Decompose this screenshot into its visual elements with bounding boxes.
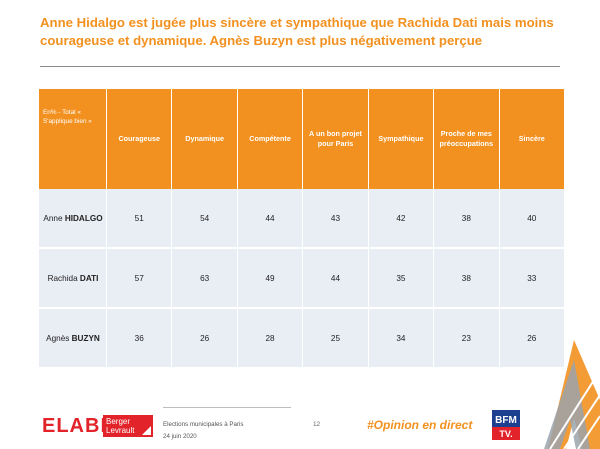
column-header: Sincère <box>499 89 566 189</box>
column-header: Courageuse <box>106 89 173 189</box>
slide-title: Anne Hidalgo est jugée plus sincère et s… <box>40 15 554 48</box>
table-cell: 26 <box>171 307 238 367</box>
table-cell: 38 <box>433 247 500 308</box>
bfm-logo-bottom: TV. <box>499 429 512 439</box>
table-cell: 42 <box>368 189 435 248</box>
table-cell: 33 <box>499 247 566 308</box>
column-header: Proche de mes préoccupations <box>433 89 500 189</box>
footer-caption: Elections municipales à Paris 24 juin 20… <box>163 419 243 443</box>
table-cell: 38 <box>433 189 500 248</box>
bfm-tv-logo: BFM TV. <box>492 410 520 440</box>
hashtag: #Opinion en direct <box>367 418 473 432</box>
corner-label: En% - Total « S'applique bien » <box>39 89 107 189</box>
row-last-name: DATI <box>79 273 99 283</box>
bfm-logo-top: BFM <box>495 415 517 426</box>
table-cell: 57 <box>106 247 173 308</box>
table-cell: 28 <box>237 307 304 367</box>
table-cell: 40 <box>499 189 566 248</box>
elabe-logo: ELABE <box>42 415 115 438</box>
page-number: 12 <box>313 421 321 428</box>
berger-levrault-logo: Berger Levrault <box>103 415 153 437</box>
table-cell: 51 <box>106 189 173 248</box>
column-header: Sympathique <box>368 89 435 189</box>
elabe-logo-text: ELABE <box>42 415 115 437</box>
row-label: Anne HIDALGO <box>39 189 107 248</box>
row-first-name: Anne <box>43 213 63 223</box>
footer-date: 24 juin 2020 <box>163 433 197 440</box>
footer-event: Elections municipales à Paris <box>163 421 244 428</box>
table-row: Anne HIDALGO 51 54 44 43 42 38 40 <box>39 189 566 248</box>
table-cell: 26 <box>499 307 566 367</box>
column-header: A un bon projet pour Paris <box>302 89 369 189</box>
table-cell: 43 <box>302 189 369 248</box>
row-first-name: Agnès <box>46 333 70 343</box>
table-cell: 36 <box>106 307 173 367</box>
table-row: Agnès BUZYN 36 26 28 25 34 23 26 <box>39 307 566 367</box>
partner-logo-line1: Berger <box>106 417 131 426</box>
table-cell: 49 <box>237 247 304 308</box>
table-cell: 25 <box>302 307 369 367</box>
triangle-icon <box>142 426 151 435</box>
row-last-name: BUZYN <box>71 333 100 343</box>
table-cell: 35 <box>368 247 435 308</box>
table-header-row: En% - Total « S'applique bien » Courageu… <box>39 89 566 189</box>
table-cell: 44 <box>302 247 369 308</box>
results-table: En% - Total « S'applique bien » Courageu… <box>39 89 566 367</box>
row-last-name: HIDALGO <box>64 213 103 223</box>
column-header: Dynamique <box>171 89 238 189</box>
footer-divider <box>163 407 291 408</box>
decorative-a-shape <box>544 340 600 449</box>
table-cell: 54 <box>171 189 238 248</box>
partner-logo-line2: Levrault <box>106 426 135 435</box>
table-row: Rachida DATI 57 63 49 44 35 38 33 <box>39 247 566 308</box>
table-cell: 63 <box>171 247 238 308</box>
table-cell: 23 <box>433 307 500 367</box>
row-label: Rachida DATI <box>39 247 107 308</box>
title-divider <box>40 66 560 67</box>
table-cell: 34 <box>368 307 435 367</box>
row-label: Agnès BUZYN <box>39 307 107 367</box>
table-cell: 44 <box>237 189 304 248</box>
column-header: Compétente <box>237 89 304 189</box>
row-first-name: Rachida <box>47 273 78 283</box>
